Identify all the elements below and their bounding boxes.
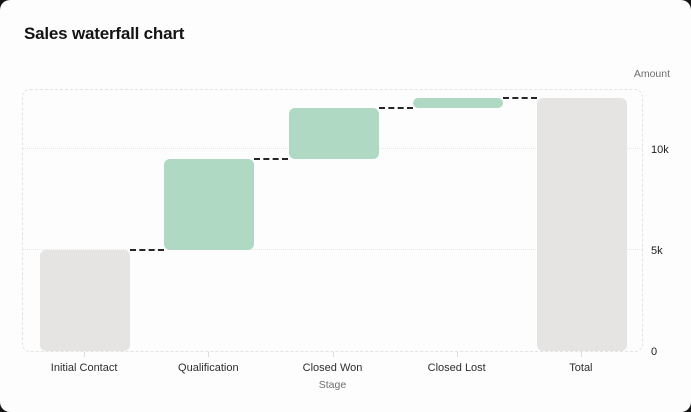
connector-line-closed-lost [502,97,537,100]
plot-area [22,89,643,352]
waterfall-bar-initial-contact [40,249,131,351]
x-axis-tick-qualification [208,352,210,357]
chart-title: Sales waterfall chart [24,24,185,43]
waterfall-bar-closed-won [288,108,379,159]
waterfall-bar-qualification [164,158,255,250]
x-axis-label-total: Total [569,362,593,374]
x-axis-label-qualification: Qualification [178,362,239,374]
y-axis-label-5k: 5k [651,244,663,257]
waterfall-bar-closed-lost [412,98,503,109]
x-axis-tick-closed-won [332,352,334,357]
connector-line-closed-won [378,107,413,110]
gridline-5k [23,248,642,250]
x-axis-label-initial-contact: Initial Contact [50,362,118,374]
y-axis-label-0: 0 [651,346,658,358]
x-axis-label-closed-lost: Closed Lost [427,362,486,374]
x-axis-tick-total [580,352,582,357]
x-axis-label-closed-won: Closed Won [302,362,363,374]
y-axis-title: Amount [633,68,670,80]
y-axis-label-10k: 10k [651,143,669,156]
connector-line-initial-contact [130,248,165,251]
x-axis-tick-initial-contact [84,352,86,357]
x-axis-title: Stage [318,379,347,391]
waterfall-bar-total [536,98,627,351]
x-axis-tick-closed-lost [456,352,458,357]
connector-line-qualification [254,157,289,160]
